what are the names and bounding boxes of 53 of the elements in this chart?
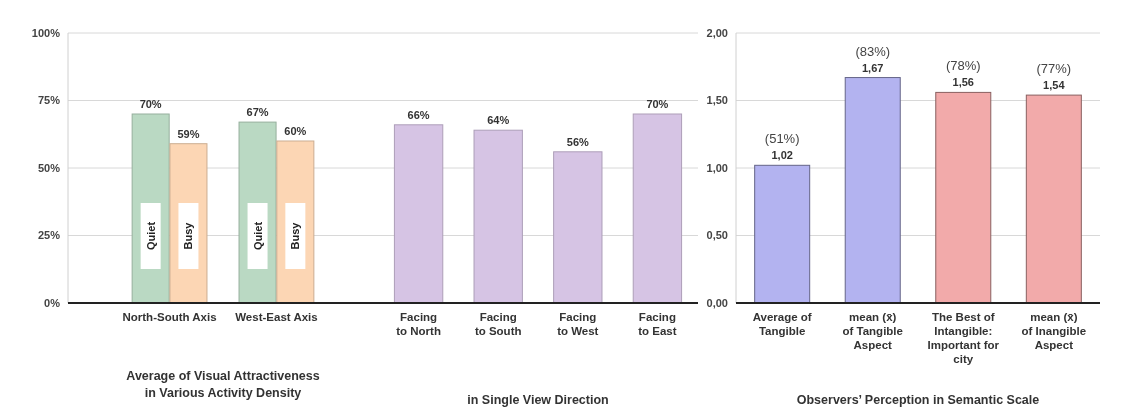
bar	[632, 113, 683, 304]
data-label: 67%	[246, 106, 269, 119]
bar	[935, 91, 992, 304]
data-label: 56%	[566, 135, 590, 148]
y-tick-label: 0,00	[706, 296, 728, 309]
data-label: 1,02	[771, 149, 793, 162]
y-tick-label: 50%	[37, 161, 61, 174]
bar	[754, 164, 811, 304]
text: Average of Visual Attractiveness in Various Activity Density	[126, 369, 320, 400]
y-tick-label: 2,00	[706, 26, 728, 39]
data-label: 70%	[646, 98, 669, 110]
data-label: 66%	[407, 108, 430, 121]
data-label: 59%	[177, 127, 200, 140]
y-tick-label: 1,50	[706, 94, 728, 107]
annotation: (83%)	[855, 43, 891, 59]
text: in Single View Direction	[467, 393, 609, 407]
data-label: 64%	[487, 114, 510, 127]
y-tick-label: 100%	[31, 26, 61, 39]
x-tick-label: West-East Axis	[235, 311, 318, 323]
data-label: 1,54	[1043, 79, 1066, 92]
annotation: (78%)	[945, 58, 981, 74]
x-tick-label: mean (x̄) of Inangible Aspect	[1021, 311, 1087, 351]
x-tick-label: Facing to North	[396, 311, 441, 337]
y-tick-label: 0%	[44, 296, 61, 309]
bar	[553, 151, 603, 304]
data-label: 70%	[139, 98, 162, 110]
bar	[393, 124, 444, 304]
series-label: Quiet	[144, 221, 157, 251]
x-tick-label: mean (x̄) of Tangible Aspect	[842, 311, 903, 351]
y-tick-label: 75%	[37, 94, 61, 107]
annotation: (77%)	[1036, 61, 1072, 77]
bar	[844, 77, 901, 304]
y-tick-label: 1,00	[706, 161, 728, 174]
x-tick-label: The Best of Intangible: Important for city	[927, 311, 1000, 365]
annotation: (51%)	[764, 131, 800, 147]
bar	[473, 129, 523, 304]
x-tick-label: Facing to East	[638, 311, 677, 337]
label-tag: Busy	[178, 203, 199, 269]
label-tag: Quiet	[140, 203, 161, 269]
series-label: Busy	[289, 221, 302, 250]
data-label: 1,56	[952, 76, 974, 89]
y-tick-label: 25%	[37, 229, 61, 242]
x-tick-label: North-South Axis	[122, 311, 217, 323]
x-tick-label: Facing to South	[474, 311, 522, 337]
bar	[1025, 94, 1082, 304]
data-label: 60%	[284, 125, 307, 137]
label-tag: Busy	[285, 203, 306, 269]
data-label: 1,67	[862, 61, 884, 74]
x-tick-label: Facing to West	[557, 311, 599, 337]
y-tick-label: 0,50	[706, 229, 728, 242]
text: Observers’ Perception in Semantic Scale	[796, 393, 1040, 407]
x-tick-label: Average of Tangible	[752, 311, 812, 337]
label-tag: Quiet	[247, 203, 268, 269]
